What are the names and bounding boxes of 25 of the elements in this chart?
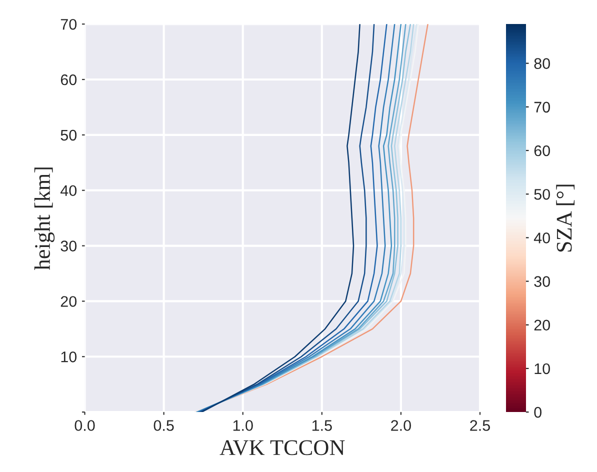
- x-tick-label: 0.0: [74, 420, 95, 431]
- color-bar-label: 40: [534, 232, 550, 244]
- y-tick-label: 60: [60, 74, 77, 86]
- y-tick-label: 40: [60, 185, 77, 196]
- x-tick-label: 2.5: [470, 420, 490, 431]
- y-tick-label: 50: [60, 130, 77, 141]
- color-bar-label: 0: [534, 406, 542, 418]
- color-bar-label: 50: [534, 188, 550, 200]
- x-axis-title: AVK TCCON: [220, 440, 345, 456]
- color-bar-label: 20: [534, 320, 550, 331]
- color-bar-label: 80: [534, 58, 550, 69]
- color-bar-label: 60: [534, 145, 550, 156]
- x-tick-label: 2.0: [391, 420, 411, 431]
- x-tick-label: 1.5: [312, 420, 332, 431]
- x-tick-label: 1.0: [233, 420, 253, 431]
- color-bar-label: 10: [534, 363, 550, 374]
- color-bar-title: SZA [°]: [556, 184, 575, 252]
- y-tick-label: 20: [60, 296, 77, 307]
- color-bar-label: 30: [534, 276, 550, 287]
- x-tick-label: 0.5: [154, 420, 174, 431]
- y-tick-label: 30: [60, 240, 77, 252]
- y-tick-label: 70: [60, 18, 77, 30]
- y-axis-title: height [km]: [34, 168, 55, 270]
- color-bar-label: 70: [534, 102, 550, 113]
- y-tick-label: 10: [61, 351, 77, 362]
